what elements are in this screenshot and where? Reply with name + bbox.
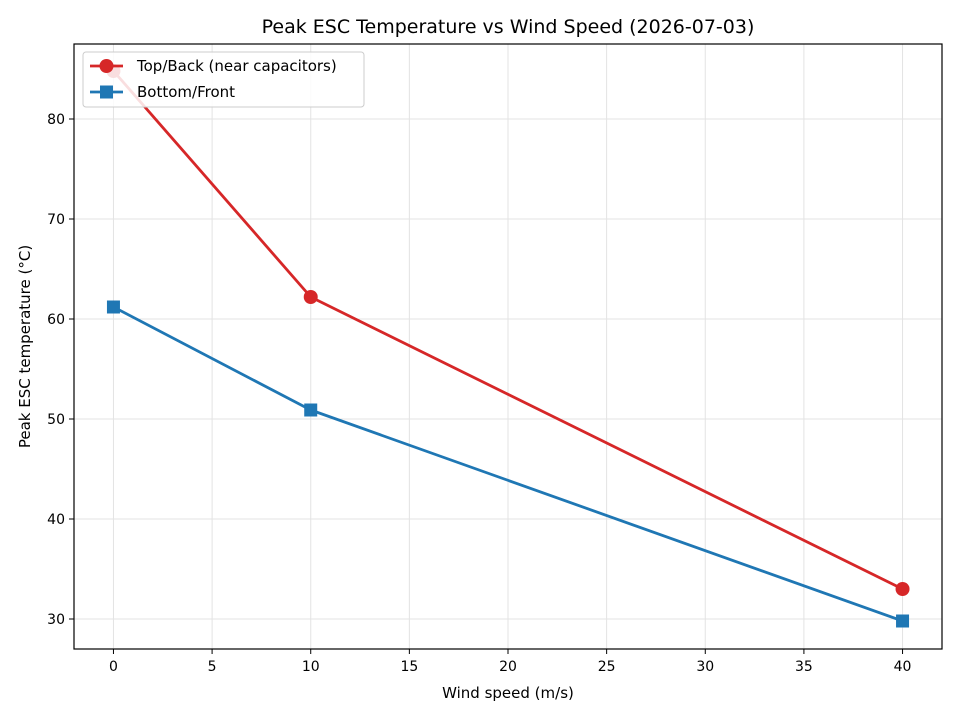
x-tick-label: 20: [499, 659, 517, 675]
y-tick-label: 40: [47, 512, 65, 528]
x-tick-label: 25: [598, 659, 616, 675]
grid: [74, 44, 942, 649]
legend: Top/Back (near capacitors) Bottom/Front: [82, 51, 365, 108]
data-point: [896, 614, 910, 628]
x-tick-label: 15: [400, 659, 418, 675]
y-axis: 30 40 50 60 70 80: [47, 112, 74, 628]
y-tick-label: 60: [47, 312, 65, 328]
x-tick-label: 35: [795, 659, 813, 675]
x-tick-label: 40: [894, 659, 912, 675]
x-tick-label: 5: [208, 659, 217, 675]
x-axis: 0 5 10 15 20 25 30 35 40: [109, 649, 911, 675]
y-tick-label: 30: [47, 612, 65, 628]
y-tick-label: 80: [47, 112, 65, 128]
legend-marker: [100, 85, 113, 99]
y-axis-label: Peak ESC temperature (°C): [16, 245, 34, 448]
y-tick-label: 50: [47, 412, 65, 428]
chart-title: Peak ESC Temperature vs Wind Speed (2026…: [262, 16, 755, 38]
x-tick-label: 30: [696, 659, 714, 675]
x-tick-label: 10: [302, 659, 320, 675]
legend-entry: Bottom/Front: [90, 83, 235, 101]
legend-box: [82, 51, 365, 108]
data-point: [304, 403, 318, 417]
legend-entry: Top/Back (near capacitors): [90, 57, 337, 75]
data-point: [106, 300, 120, 314]
x-axis-label: Wind speed (m/s): [442, 684, 574, 702]
legend-label: Bottom/Front: [137, 83, 235, 101]
y-tick-label: 70: [47, 212, 65, 228]
data-point: [303, 290, 318, 304]
series-1: [106, 300, 910, 628]
x-tick-label: 0: [109, 659, 118, 675]
series-layer: [106, 64, 910, 628]
legend-marker: [99, 59, 114, 73]
legend-label: Top/Back (near capacitors): [136, 57, 337, 75]
data-point: [895, 582, 910, 596]
